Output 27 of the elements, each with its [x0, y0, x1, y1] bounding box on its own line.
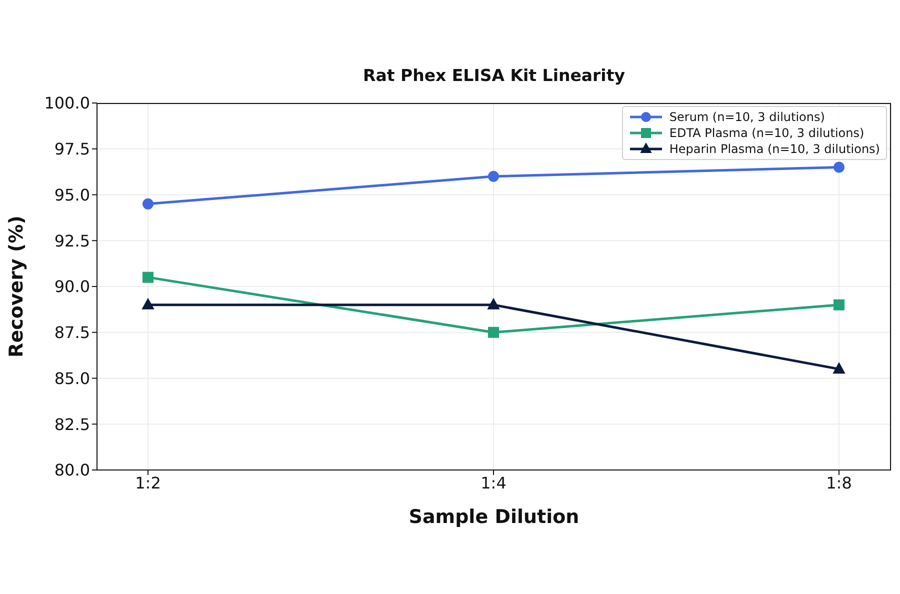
chart-title: Rat Phex ELISA Kit Linearity	[362, 66, 626, 85]
point	[142, 272, 154, 283]
legend-label: Heparin Plasma (n=10, 3 dilutions)	[669, 142, 880, 156]
point	[833, 362, 845, 374]
point	[834, 162, 844, 173]
y-tick-label: 97.5	[54, 140, 90, 159]
y-tick-label: 85.0	[54, 368, 90, 388]
y-tick-label: 80.0	[54, 460, 90, 480]
y-axis-title: Recovery (%)	[6, 216, 28, 358]
y-tick-label: 87.5	[54, 323, 90, 342]
y-tick-label: 92.5	[54, 231, 90, 250]
point	[488, 298, 500, 310]
legend-label: EDTA Plasma (n=10, 3 dilutions)	[669, 126, 864, 140]
point	[488, 170, 499, 182]
x-tick-label: 1:8	[826, 473, 852, 492]
x-axis-title: Sample Dilution	[408, 506, 580, 528]
point	[142, 198, 154, 210]
point	[834, 299, 844, 310]
y-tick-label: 90.0	[54, 277, 90, 296]
y-tick-label: 100.0	[44, 94, 90, 113]
y-tick-label: 82.5	[54, 414, 90, 434]
point	[142, 298, 154, 310]
legend-label: Serum (n=10, 3 dilutions)	[669, 110, 825, 124]
x-tick-label: 1:2	[135, 473, 161, 492]
point	[488, 326, 499, 338]
y-tick-label: 95.0	[54, 185, 90, 204]
x-tick-label: 1:4	[480, 473, 506, 492]
